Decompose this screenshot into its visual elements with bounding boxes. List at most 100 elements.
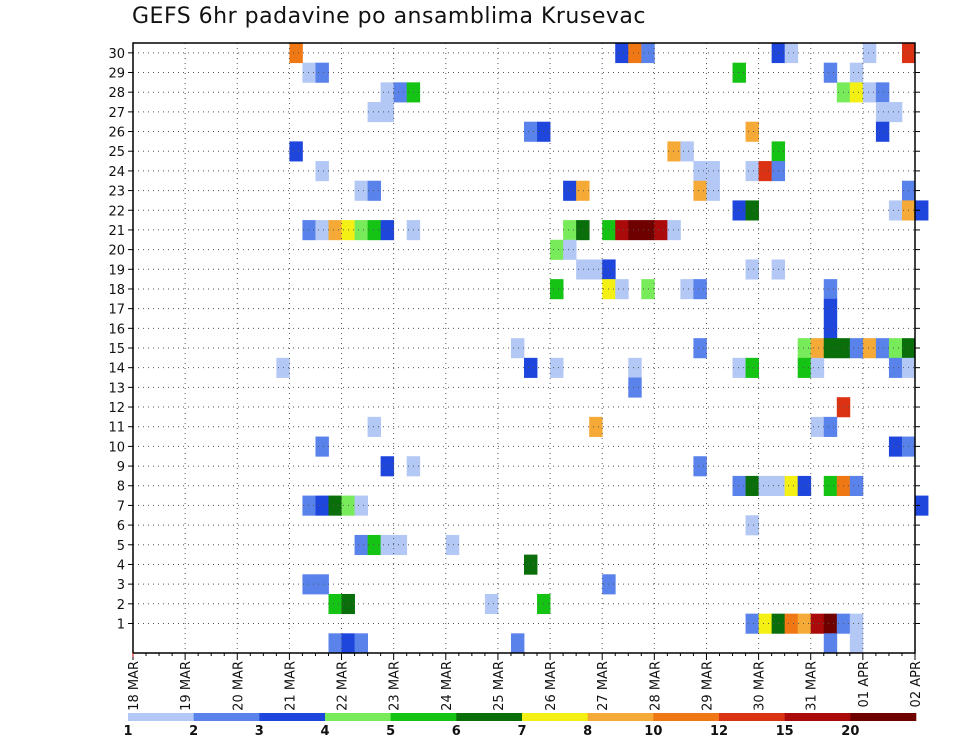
precip-cell — [628, 377, 642, 398]
precip-cell — [758, 613, 773, 634]
legend-swatch — [325, 713, 391, 721]
legend-swatch — [456, 713, 523, 721]
y-tick-label: 9 — [117, 460, 125, 475]
legend-swatch — [850, 713, 917, 721]
x-tick-label: 18 MAR — [127, 661, 142, 711]
y-tick-label: 4 — [117, 558, 125, 573]
precip-cell — [745, 121, 759, 142]
precip-cell — [524, 554, 538, 575]
x-tick-label: 28 MAR — [648, 661, 663, 711]
y-tick-label: 10 — [108, 440, 125, 455]
y-tick-label: 17 — [108, 303, 125, 318]
precip-cell — [445, 534, 460, 556]
y-tick-label: 21 — [108, 224, 125, 239]
precip-cell — [875, 102, 890, 123]
precip-cell — [289, 43, 303, 64]
precip-cell — [302, 495, 316, 516]
x-tick-label: 19 MAR — [179, 661, 194, 711]
precip-cell — [732, 62, 746, 83]
legend-label: 4 — [320, 724, 329, 739]
precip-cell — [354, 180, 368, 201]
precip-cell — [354, 534, 368, 556]
x-tick-label: 22 MAR — [336, 661, 351, 711]
precip-cell — [328, 495, 342, 516]
precip-cell — [628, 220, 642, 241]
precip-cell — [680, 141, 694, 162]
precip-cell — [745, 161, 759, 182]
precip-cell — [875, 82, 890, 103]
precip-cell — [576, 259, 590, 280]
y-tick-label: 7 — [117, 499, 125, 514]
precip-cell — [732, 475, 746, 496]
legend-label: 20 — [841, 724, 859, 739]
precip-cell — [693, 338, 707, 359]
precip-cell — [745, 475, 759, 496]
legend-label: 6 — [452, 724, 461, 739]
precip-cell — [823, 279, 838, 300]
precip-cell — [849, 338, 864, 359]
y-tick-label: 24 — [108, 165, 125, 180]
precip-cell — [380, 102, 395, 123]
x-tick-label: 20 MAR — [231, 661, 246, 711]
precip-cell — [888, 436, 903, 457]
precip-cell — [810, 416, 825, 437]
precip-cell — [289, 141, 303, 162]
precip-cell — [823, 416, 838, 437]
precip-cell — [328, 633, 342, 654]
y-tick-label: 27 — [108, 106, 125, 121]
precip-cell — [328, 220, 342, 241]
precip-cell — [563, 180, 577, 201]
precip-cell — [823, 338, 838, 359]
precip-cell — [784, 43, 799, 64]
precip-cell — [315, 220, 329, 241]
precip-cell — [380, 534, 395, 556]
precip-cell — [563, 220, 577, 241]
precip-cell — [380, 82, 395, 103]
x-tick-label: 26 MAR — [544, 661, 559, 711]
precip-cell — [615, 220, 629, 241]
y-tick-label: 8 — [117, 480, 125, 495]
y-tick-label: 16 — [108, 322, 125, 337]
precip-cell — [875, 121, 890, 142]
precip-cell — [875, 338, 890, 359]
y-tick-label: 23 — [108, 185, 125, 200]
precip-cell — [563, 239, 577, 260]
precip-cell — [732, 200, 746, 221]
legend-label: 15 — [776, 724, 794, 739]
precip-cell — [823, 62, 838, 83]
precip-cell — [367, 180, 382, 201]
legend-label: 10 — [644, 724, 662, 739]
x-tick-label: 21 MAR — [283, 661, 298, 711]
precip-cell — [354, 495, 368, 516]
precip-cell — [823, 298, 838, 319]
precip-cell — [628, 43, 642, 64]
precip-cell — [862, 338, 877, 359]
precip-cell — [745, 200, 759, 221]
legend-label: 8 — [583, 724, 592, 739]
chart-title: GEFS 6hr padavine po ansamblima Krusevac — [132, 4, 646, 29]
precip-cell — [393, 534, 408, 556]
precip-cell — [315, 574, 329, 595]
precip-cell — [576, 220, 590, 241]
y-tick-label: 30 — [108, 47, 125, 62]
precip-cell — [315, 495, 329, 516]
legend-label: 7 — [517, 724, 526, 739]
precip-cell — [823, 613, 838, 634]
precip-cell — [380, 220, 395, 241]
precip-cell — [341, 633, 355, 654]
x-tick-label: 31 MAR — [805, 661, 820, 711]
y-tick-label: 3 — [117, 578, 125, 593]
precip-cell — [745, 515, 759, 536]
x-tick-label: 01 APR — [857, 661, 872, 707]
precip-cell — [354, 633, 368, 654]
precip-cell — [615, 279, 629, 300]
precip-cell — [862, 43, 877, 64]
precip-cell — [680, 279, 694, 300]
y-tick-label: 20 — [108, 244, 125, 259]
y-tick-label: 19 — [108, 263, 125, 278]
legend-label: 12 — [710, 724, 728, 739]
precip-cell — [550, 239, 564, 260]
x-tick-label: 23 MAR — [388, 661, 403, 711]
precip-cell — [797, 475, 812, 496]
